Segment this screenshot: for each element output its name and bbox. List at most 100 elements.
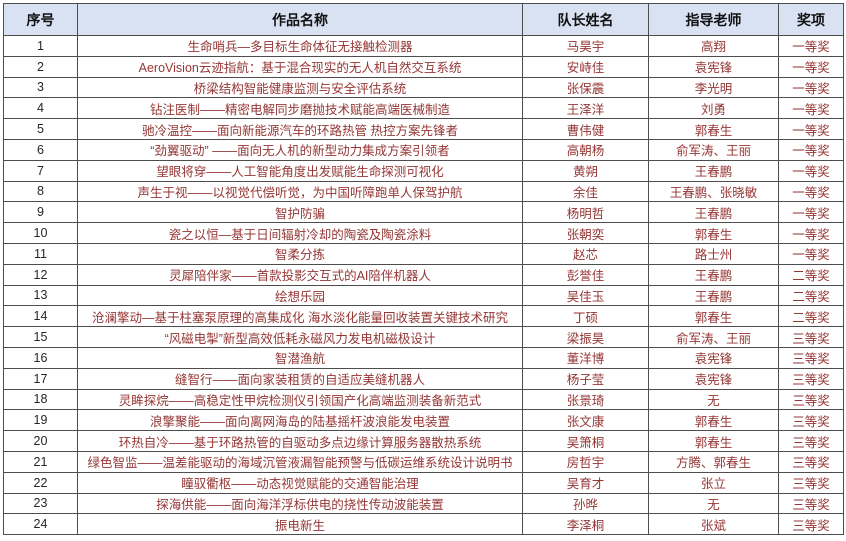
captain-cell: 张文康 [522, 409, 649, 432]
table-row: 3 桥梁结构智能健康监测与安全评估系统 张保震 李光明 一等奖 [3, 76, 844, 99]
row-number-cell: 3 [3, 76, 78, 99]
advisor-cell: 俞军涛、王丽 [648, 326, 779, 348]
table-row: 16 智潜渔航 董洋博 袁宪锋 三等奖 [3, 346, 844, 369]
table-row: 2 AeroVision云迹指航：基于混合现实的无人机自然交互系统 安峙佳 袁宪锋 一等… [3, 55, 844, 78]
header-奖项: 奖项 [778, 3, 844, 36]
advisor-cell: 郭春生 [648, 409, 779, 432]
award-cell: 三等奖 [778, 409, 844, 432]
row-number-cell: 9 [3, 201, 78, 224]
header-序号: 序号 [3, 3, 78, 36]
advisor-cell: 李光明 [648, 76, 779, 99]
captain-cell: 余佳 [522, 180, 649, 203]
captain-cell: 高朝杨 [522, 138, 649, 161]
award-cell: 三等奖 [778, 388, 844, 411]
title-cell: 环热自冷——基于环路热管的自驱动多点边缘计算服务器散热系统 [77, 430, 523, 452]
table-row: 22 瞳驭衢枢——动态视觉赋能的交通智能治理 吴育才 张立 三等奖 [3, 471, 844, 494]
advisor-cell: 袁宪锋 [648, 346, 779, 369]
table-row: 24 振电新生 李泽桐 张斌 三等奖 [3, 513, 844, 536]
advisor-cell: 刘勇 [648, 97, 779, 120]
advisor-cell: 袁宪锋 [648, 55, 779, 78]
award-cell: 三等奖 [778, 450, 844, 473]
captain-cell: 安峙佳 [522, 55, 649, 78]
title-cell: “劲翼驱动” ——面向无人机的新型动力集成方案引领者 [77, 138, 523, 161]
advisor-cell: 无 [648, 388, 779, 411]
award-cell: 二等奖 [778, 263, 844, 286]
award-cell: 三等奖 [778, 367, 844, 390]
header-row: 序号 作品名称 队长姓名 指导老师 奖项 [3, 3, 844, 36]
captain-cell: 赵芯 [522, 242, 649, 265]
row-number-cell: 7 [3, 159, 78, 182]
row-number-cell: 11 [3, 242, 78, 265]
advisor-cell: 郭春生 [648, 430, 779, 452]
table-row: 7 望眼将穿——人工智能角度出发赋能生命探测可视化 黄朔 王春鹏 一等奖 [3, 159, 844, 182]
row-number-cell: 4 [3, 97, 78, 120]
table-row: 19 浪擎聚能——面向离网海岛的陆基摇杆波浪能发电装置 张文康 郭春生 三等奖 [3, 409, 844, 432]
header-作品名称: 作品名称 [77, 3, 523, 36]
title-cell: 声生于视——以视觉代偿听觉，为中国听障跑单人保驾护航 [77, 180, 523, 203]
award-cell: 一等奖 [778, 138, 844, 161]
title-cell: 生命哨兵—多目标生命体征无接触检测器 [77, 35, 523, 57]
captain-cell: 彭誉佳 [522, 263, 649, 286]
table-row: 4 钻注医制——精密电解同步磨抛技术赋能高端医械制造 王泽洋 刘勇 一等奖 [3, 97, 844, 120]
table-row: 21 绿色智监——温差能驱动的海域沉管液漏智能预警与低碳运维系统设计说明书 房哲宇方… [3, 450, 844, 473]
award-table: 序号 作品名称 队长姓名 指导老师 奖项 1 生命哨兵—多目标生命体征无接触检测器… [3, 3, 844, 536]
row-number-cell: 18 [3, 388, 78, 411]
award-cell: 二等奖 [778, 305, 844, 328]
row-number-cell: 12 [3, 263, 78, 286]
title-cell: 驰冷温控——面向新能源汽车的环路热管 热控方案先锋者 [77, 118, 523, 140]
captain-cell: 张朝奕 [522, 222, 649, 244]
row-number-cell: 22 [3, 471, 78, 494]
title-cell: 灵眸探烷——高稳定性甲烷检测仪引领国产化高端监测装备新范式 [77, 388, 523, 411]
table-row: 13 绘想乐园 吴佳玉 王春鹏 二等奖 [3, 284, 844, 307]
award-cell: 一等奖 [778, 222, 844, 244]
title-cell: 桥梁结构智能健康监测与安全评估系统 [77, 76, 523, 99]
row-number-cell: 13 [3, 284, 78, 307]
award-cell: 三等奖 [778, 326, 844, 348]
award-cell: 一等奖 [778, 159, 844, 182]
row-number-cell: 19 [3, 409, 78, 432]
title-cell: 探海供能——面向海洋浮标供电的挠性传动波能装置 [77, 492, 523, 515]
table-row: 17 缝智行——面向家装租赁的自适应美缝机器人 杨子莹 袁宪锋 三等奖 [3, 367, 844, 390]
title-cell: 沧澜擎动—基于柱塞泵原理的高集成化 海水淡化能量回收装置关键技术研究 [77, 305, 523, 328]
captain-cell: 梁振昊 [522, 326, 649, 348]
row-number-cell: 8 [3, 180, 78, 203]
award-cell: 一等奖 [778, 55, 844, 78]
row-number-cell: 2 [3, 55, 78, 78]
captain-cell: 张保震 [522, 76, 649, 99]
captain-cell: 吴箫桐 [522, 430, 649, 452]
captain-cell: 孙晔 [522, 492, 649, 515]
award-cell: 一等奖 [778, 180, 844, 203]
title-cell: 智潜渔航 [77, 346, 523, 369]
award-cell: 一等奖 [778, 97, 844, 120]
captain-cell: 吴佳玉 [522, 284, 649, 307]
captain-cell: 曹伟健 [522, 118, 649, 140]
table-header: 序号 作品名称 队长姓名 指导老师 奖项 [3, 3, 844, 36]
row-number-cell: 14 [3, 305, 78, 328]
table-row: 9 智护防骗 杨明哲 王春鹏 一等奖 [3, 201, 844, 224]
table-row: 23 探海供能——面向海洋浮标供电的挠性传动波能装置 孙晔无三等奖 [3, 492, 844, 515]
title-cell: 绘想乐园 [77, 284, 523, 307]
row-number-cell: 6 [3, 138, 78, 161]
captain-cell: 马昊宇 [522, 35, 649, 57]
title-cell: 振电新生 [77, 513, 523, 536]
row-number-cell: 10 [3, 222, 78, 244]
captain-cell: 杨明哲 [522, 201, 649, 224]
award-cell: 一等奖 [778, 118, 844, 140]
header-队长姓名: 队长姓名 [522, 3, 649, 36]
title-cell: “风磁电掣”新型高效低耗永磁风力发电机磁极设计 [77, 326, 523, 348]
title-cell: 绿色智监——温差能驱动的海域沉管液漏智能预警与低碳运维系统设计说明书 [77, 450, 523, 473]
advisor-cell: 俞军涛、王丽 [648, 138, 779, 161]
table-row: 6 “劲翼驱动” ——面向无人机的新型动力集成方案引领者 高朝杨 俞军涛、王丽 一等奖 [3, 138, 844, 161]
advisor-cell: 王春鹏、张晓敏 [648, 180, 779, 203]
header-指导老师: 指导老师 [648, 3, 779, 36]
table-row: 20 环热自冷——基于环路热管的自驱动多点边缘计算服务器散热系统 吴箫桐 郭春生 三等奖 [3, 430, 844, 452]
table-body: 1 生命哨兵—多目标生命体征无接触检测器 马昊宇 高翔 一等奖 2 AeroVision云迹… [3, 35, 844, 536]
advisor-cell: 王春鹏 [648, 201, 779, 224]
advisor-cell: 王春鹏 [648, 284, 779, 307]
row-number-cell: 23 [3, 492, 78, 515]
table-row: 10 瓷之以恒—基于日间辐射冷却的陶瓷及陶瓷涂料 张朝奕 郭春生 一等奖 [3, 222, 844, 244]
award-cell: 一等奖 [778, 201, 844, 224]
title-cell: 智护防骗 [77, 201, 523, 224]
advisor-cell: 张立 [648, 471, 779, 494]
row-number-cell: 24 [3, 513, 78, 536]
